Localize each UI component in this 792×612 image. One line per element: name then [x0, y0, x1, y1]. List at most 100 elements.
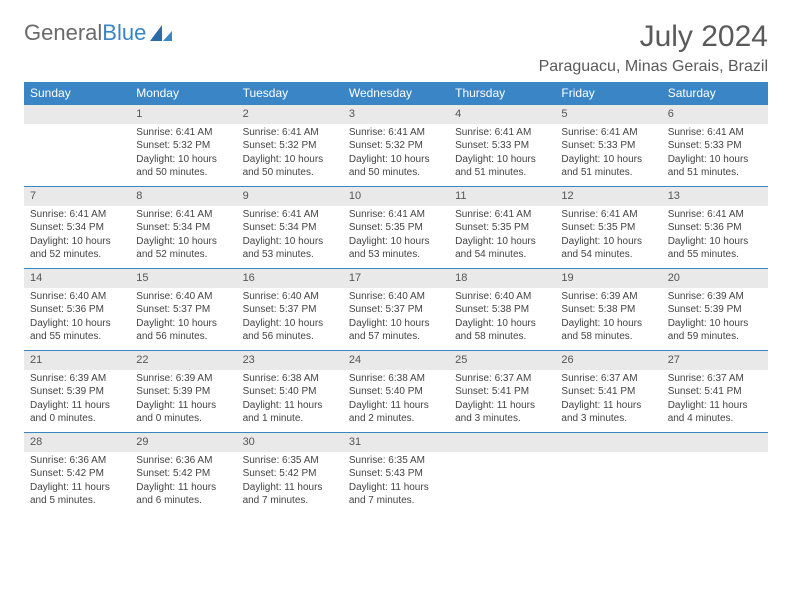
day-number-bar: 29 [130, 432, 236, 452]
daylight-line: Daylight: 10 hours and 50 minutes. [243, 153, 337, 180]
calendar-cell: 4Sunrise: 6:41 AMSunset: 5:33 PMDaylight… [449, 104, 555, 186]
calendar-cell: 14Sunrise: 6:40 AMSunset: 5:36 PMDayligh… [24, 268, 130, 350]
sunset-line: Sunset: 5:41 PM [561, 385, 655, 399]
sunset-line: Sunset: 5:37 PM [136, 303, 230, 317]
day-body: Sunrise: 6:39 AMSunset: 5:39 PMDaylight:… [130, 370, 236, 430]
sunset-line: Sunset: 5:39 PM [30, 385, 124, 399]
sunset-line: Sunset: 5:35 PM [455, 221, 549, 235]
sunrise-line: Sunrise: 6:38 AM [349, 372, 443, 386]
day-number-bar: 17 [343, 268, 449, 288]
day-body: Sunrise: 6:41 AMSunset: 5:34 PMDaylight:… [130, 206, 236, 266]
sunrise-line: Sunrise: 6:40 AM [136, 290, 230, 304]
calendar-cell: 21Sunrise: 6:39 AMSunset: 5:39 PMDayligh… [24, 350, 130, 432]
calendar-cell [24, 104, 130, 186]
daylight-line: Daylight: 10 hours and 59 minutes. [668, 317, 762, 344]
calendar-cell: 31Sunrise: 6:35 AMSunset: 5:43 PMDayligh… [343, 432, 449, 514]
weekday-header: Tuesday [237, 82, 343, 104]
day-number-bar: 26 [555, 350, 661, 370]
sunrise-line: Sunrise: 6:41 AM [561, 208, 655, 222]
sunrise-line: Sunrise: 6:37 AM [668, 372, 762, 386]
sunset-line: Sunset: 5:32 PM [349, 139, 443, 153]
day-body: Sunrise: 6:40 AMSunset: 5:36 PMDaylight:… [24, 288, 130, 348]
daylight-line: Daylight: 10 hours and 50 minutes. [349, 153, 443, 180]
calendar-cell: 3Sunrise: 6:41 AMSunset: 5:32 PMDaylight… [343, 104, 449, 186]
daylight-line: Daylight: 11 hours and 7 minutes. [349, 481, 443, 508]
sunset-line: Sunset: 5:36 PM [30, 303, 124, 317]
sunset-line: Sunset: 5:35 PM [349, 221, 443, 235]
day-body: Sunrise: 6:39 AMSunset: 5:39 PMDaylight:… [24, 370, 130, 430]
sunrise-line: Sunrise: 6:39 AM [668, 290, 762, 304]
calendar-cell: 13Sunrise: 6:41 AMSunset: 5:36 PMDayligh… [662, 186, 768, 268]
day-body: Sunrise: 6:41 AMSunset: 5:32 PMDaylight:… [343, 124, 449, 184]
sunset-line: Sunset: 5:41 PM [668, 385, 762, 399]
sunset-line: Sunset: 5:32 PM [136, 139, 230, 153]
brand-name-1: General [24, 20, 102, 46]
sunrise-line: Sunrise: 6:37 AM [455, 372, 549, 386]
sunset-line: Sunset: 5:36 PM [668, 221, 762, 235]
weekday-header: Sunday [24, 82, 130, 104]
day-number-bar: 9 [237, 186, 343, 206]
calendar-cell: 7Sunrise: 6:41 AMSunset: 5:34 PMDaylight… [24, 186, 130, 268]
sunrise-line: Sunrise: 6:40 AM [30, 290, 124, 304]
sunrise-line: Sunrise: 6:41 AM [668, 126, 762, 140]
sunset-line: Sunset: 5:41 PM [455, 385, 549, 399]
sunset-line: Sunset: 5:40 PM [243, 385, 337, 399]
sunset-line: Sunset: 5:34 PM [243, 221, 337, 235]
day-number-bar: 22 [130, 350, 236, 370]
day-number-bar: 3 [343, 104, 449, 124]
day-number-bar: 23 [237, 350, 343, 370]
day-number-bar: 5 [555, 104, 661, 124]
sunset-line: Sunset: 5:38 PM [455, 303, 549, 317]
calendar-cell: 24 Sunrise: 6:38 AMSunset: 5:40 PMDayligh… [343, 350, 449, 432]
day-number-bar: 24 [343, 350, 449, 370]
sunrise-line: Sunrise: 6:36 AM [30, 454, 124, 468]
sunrise-line: Sunrise: 6:39 AM [30, 372, 124, 386]
calendar-cell: 11Sunrise: 6:41 AMSunset: 5:35 PMDayligh… [449, 186, 555, 268]
day-body: Sunrise: 6:35 AMSunset: 5:43 PMDaylight:… [343, 452, 449, 512]
daylight-line: Daylight: 11 hours and 2 minutes. [349, 399, 443, 426]
calendar-cell: 23Sunrise: 6:38 AMSunset: 5:40 PMDayligh… [237, 350, 343, 432]
sunrise-line: Sunrise: 6:39 AM [561, 290, 655, 304]
weekday-header: Friday [555, 82, 661, 104]
sunrise-line: Sunrise: 6:40 AM [349, 290, 443, 304]
sunset-line: Sunset: 5:37 PM [349, 303, 443, 317]
calendar-cell: 10Sunrise: 6:41 AMSunset: 5:35 PMDayligh… [343, 186, 449, 268]
daylight-line: Daylight: 10 hours and 58 minutes. [561, 317, 655, 344]
daylight-line: Daylight: 11 hours and 6 minutes. [136, 481, 230, 508]
day-number-bar: 28 [24, 432, 130, 452]
daylight-line: Daylight: 11 hours and 4 minutes. [668, 399, 762, 426]
sunset-line: Sunset: 5:40 PM [349, 385, 443, 399]
calendar-cell: 20Sunrise: 6:39 AMSunset: 5:39 PMDayligh… [662, 268, 768, 350]
day-body: Sunrise: 6:41 AMSunset: 5:33 PMDaylight:… [449, 124, 555, 184]
sunrise-line: Sunrise: 6:41 AM [349, 126, 443, 140]
day-number-bar: 15 [130, 268, 236, 288]
sunset-line: Sunset: 5:39 PM [136, 385, 230, 399]
daylight-line: Daylight: 11 hours and 7 minutes. [243, 481, 337, 508]
daylight-line: Daylight: 10 hours and 51 minutes. [668, 153, 762, 180]
day-body: Sunrise: 6:41 AMSunset: 5:34 PMDaylight:… [24, 206, 130, 266]
calendar-cell: 6Sunrise: 6:41 AMSunset: 5:33 PMDaylight… [662, 104, 768, 186]
day-body: Sunrise: 6:37 AMSunset: 5:41 PMDaylight:… [555, 370, 661, 430]
day-body: Sunrise: 6:37 AMSunset: 5:41 PMDaylight:… [662, 370, 768, 430]
day-number-bar: 20 [662, 268, 768, 288]
calendar-cell: 29Sunrise: 6:36 AMSunset: 5:42 PMDayligh… [130, 432, 236, 514]
sunrise-line: Sunrise: 6:41 AM [243, 208, 337, 222]
calendar-cell [555, 432, 661, 514]
calendar-cell: 9Sunrise: 6:41 AMSunset: 5:34 PMDaylight… [237, 186, 343, 268]
weekday-header: Monday [130, 82, 236, 104]
sunset-line: Sunset: 5:42 PM [243, 467, 337, 481]
day-number-bar: 13 [662, 186, 768, 206]
daylight-line: Daylight: 10 hours and 54 minutes. [455, 235, 549, 262]
sunrise-line: Sunrise: 6:36 AM [136, 454, 230, 468]
day-body: Sunrise: 6:35 AMSunset: 5:42 PMDaylight:… [237, 452, 343, 512]
location-text: Paraguacu, Minas Gerais, Brazil [539, 58, 768, 76]
daylight-line: Daylight: 10 hours and 53 minutes. [349, 235, 443, 262]
sunrise-line: Sunrise: 6:39 AM [136, 372, 230, 386]
weekday-header: Saturday [662, 82, 768, 104]
day-body: Sunrise: 6:41 AMSunset: 5:35 PMDaylight:… [449, 206, 555, 266]
day-number-bar [449, 432, 555, 452]
sunset-line: Sunset: 5:35 PM [561, 221, 655, 235]
day-body: Sunrise: 6:40 AMSunset: 5:37 PMDaylight:… [130, 288, 236, 348]
day-body: Sunrise: 6:40 AMSunset: 5:38 PMDaylight:… [449, 288, 555, 348]
daylight-line: Daylight: 10 hours and 56 minutes. [243, 317, 337, 344]
